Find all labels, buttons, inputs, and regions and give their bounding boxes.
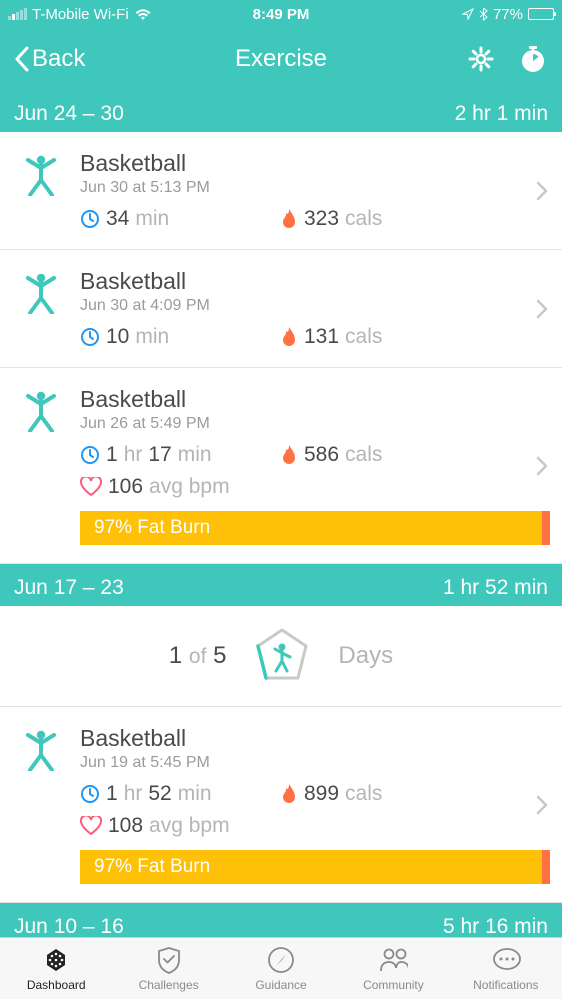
signal-icon — [8, 8, 27, 20]
chevron-right-icon — [536, 299, 548, 319]
battery-pct: 77% — [493, 6, 523, 23]
week-header: Jun 24 – 30 2 hr 1 min — [0, 90, 562, 132]
tab-label: Challenges — [139, 978, 199, 992]
tab-notifications[interactable]: Notifications — [450, 938, 562, 999]
exercise-date: Jun 30 at 4:09 PM — [80, 297, 550, 315]
page-title: Exercise — [192, 45, 370, 73]
chevron-right-icon — [536, 456, 548, 476]
flame-icon — [280, 208, 298, 230]
chat-icon — [491, 945, 521, 975]
carrier-label: T-Mobile Wi-Fi — [32, 6, 129, 23]
tab-bar: Dashboard Challenges Guidance Community … — [0, 937, 562, 999]
stopwatch-icon — [518, 44, 548, 74]
exercise-row[interactable]: Basketball Jun 30 at 4:09 PM 10 min 131 … — [0, 250, 562, 368]
tab-challenges[interactable]: Challenges — [112, 938, 224, 999]
tab-dashboard[interactable]: Dashboard — [0, 938, 112, 999]
exercise-date: Jun 30 at 5:13 PM — [80, 179, 550, 197]
diamond-icon — [41, 945, 71, 975]
week-range: Jun 10 – 16 — [14, 915, 124, 937]
activity-icon — [22, 729, 62, 771]
nav-bar: Back Exercise — [0, 28, 562, 90]
tab-guidance[interactable]: Guidance — [225, 938, 337, 999]
flame-icon — [280, 783, 298, 805]
tab-label: Community — [363, 978, 424, 992]
exercise-name: Basketball — [80, 386, 550, 413]
activity-icon — [22, 154, 62, 196]
chevron-right-icon — [536, 795, 548, 815]
exercise-name: Basketball — [80, 725, 550, 752]
location-icon — [462, 8, 474, 20]
exercise-list[interactable]: Jun 24 – 30 2 hr 1 min Basketball Jun 30… — [0, 90, 562, 937]
days-label: Days — [338, 642, 393, 670]
week-header: Jun 10 – 16 5 hr 16 min — [0, 903, 562, 937]
tab-community[interactable]: Community — [337, 938, 449, 999]
activity-icon — [22, 272, 62, 314]
flame-icon — [280, 326, 298, 348]
fat-burn-bar: 97% Fat Burn — [80, 511, 550, 545]
activity-icon — [22, 390, 62, 432]
bluetooth-icon — [479, 7, 488, 21]
chevron-left-icon — [14, 46, 30, 72]
tab-label: Dashboard — [27, 978, 86, 992]
week-total: 5 hr 16 min — [443, 915, 548, 937]
people-icon — [378, 945, 408, 975]
exercise-date: Jun 26 at 5:49 PM — [80, 415, 550, 433]
status-bar: T-Mobile Wi-Fi 8:49 PM 77% — [0, 0, 562, 28]
clock-icon — [80, 784, 100, 804]
clock-icon — [80, 209, 100, 229]
exercise-name: Basketball — [80, 150, 550, 177]
stopwatch-button[interactable] — [518, 44, 548, 74]
heart-icon — [80, 477, 102, 497]
week-total: 2 hr 1 min — [455, 102, 548, 126]
exercise-row[interactable]: Basketball Jun 30 at 5:13 PM 34 min 323 … — [0, 132, 562, 250]
clock-label: 8:49 PM — [190, 6, 372, 23]
week-total: 1 hr 52 min — [443, 576, 548, 600]
shield-icon — [154, 945, 184, 975]
days-badge-icon — [250, 624, 314, 688]
back-label: Back — [32, 45, 85, 73]
exercise-row[interactable]: Basketball Jun 19 at 5:45 PM 1 hr 52 min… — [0, 707, 562, 903]
exercise-row[interactable]: Basketball Jun 26 at 5:49 PM 1 hr 17 min… — [0, 368, 562, 564]
clock-icon — [80, 445, 100, 465]
week-range: Jun 17 – 23 — [14, 576, 124, 600]
back-button[interactable]: Back — [14, 45, 192, 73]
exercise-name: Basketball — [80, 268, 550, 295]
week-range: Jun 24 – 30 — [14, 102, 124, 126]
chevron-right-icon — [536, 181, 548, 201]
flame-icon — [280, 444, 298, 466]
heart-icon — [80, 816, 102, 836]
tab-label: Guidance — [255, 978, 306, 992]
fat-burn-bar: 97% Fat Burn — [80, 850, 550, 884]
tab-label: Notifications — [473, 978, 538, 992]
gear-icon — [467, 45, 495, 73]
wifi-icon — [134, 8, 152, 21]
exercise-date: Jun 19 at 5:45 PM — [80, 754, 550, 772]
days-count: 1 of 5 — [169, 642, 227, 670]
days-goal-row[interactable]: 1 of 5 Days — [0, 606, 562, 707]
clock-icon — [80, 327, 100, 347]
compass-icon — [266, 945, 296, 975]
battery-icon — [528, 8, 554, 20]
settings-button[interactable] — [466, 44, 496, 74]
week-header: Jun 17 – 23 1 hr 52 min — [0, 564, 562, 606]
